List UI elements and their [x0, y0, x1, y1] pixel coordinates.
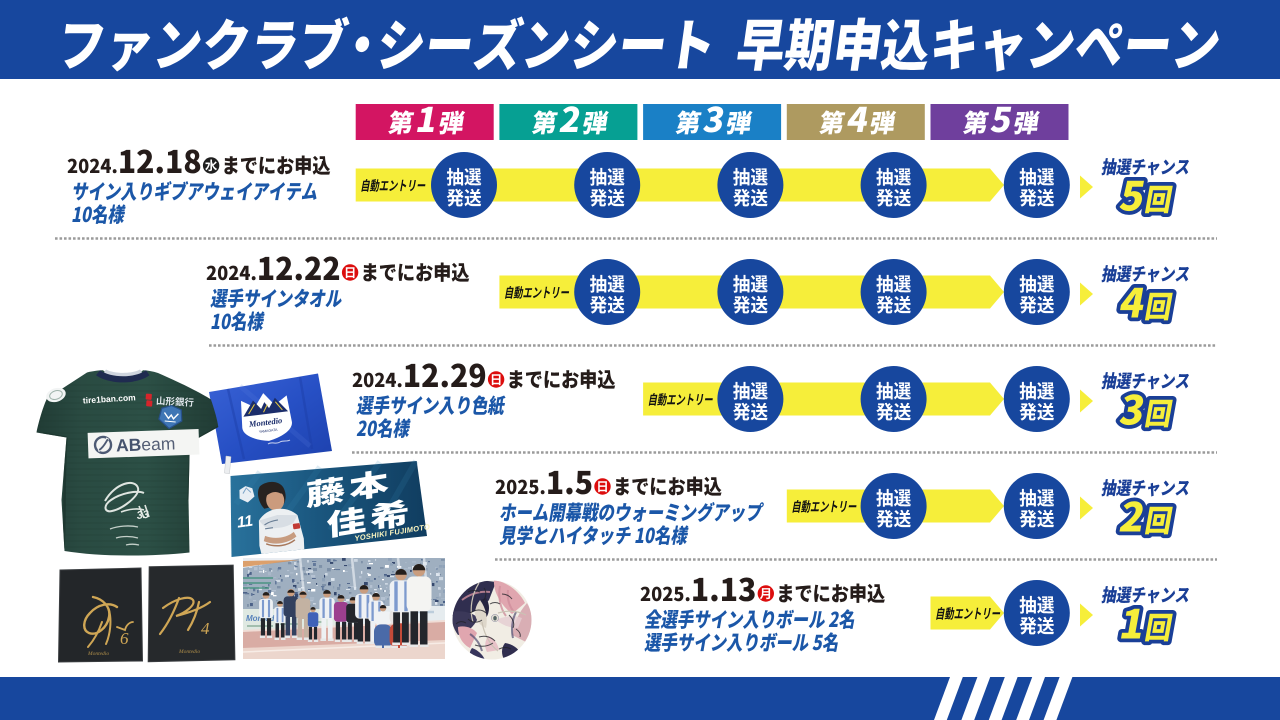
svg-text:ABeam: ABeam [116, 433, 176, 455]
svg-text:4: 4 [201, 619, 210, 638]
svg-text:6: 6 [120, 629, 129, 648]
svg-text:33: 33 [136, 509, 149, 522]
svg-text:Montedio: Montedio [87, 651, 109, 657]
svg-text:tire1ban.com: tire1ban.com [83, 392, 137, 405]
svg-text:11: 11 [236, 513, 254, 532]
svg-text:Montedio: Montedio [178, 649, 200, 655]
svg-text:Montedio: Montedio [247, 415, 282, 429]
svg-text:YAMAGATA: YAMAGATA [259, 428, 279, 434]
